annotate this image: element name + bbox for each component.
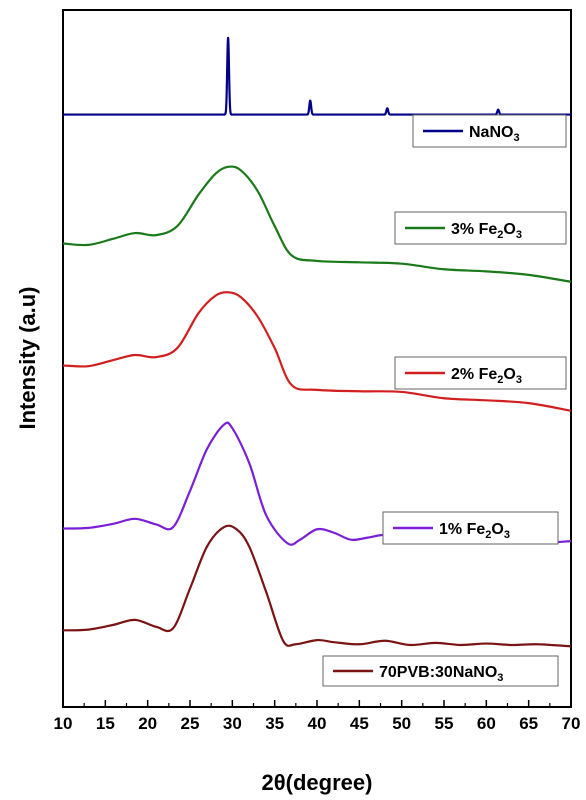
series-line-4: [62, 524, 572, 648]
series-line-0: [62, 36, 572, 116]
x-tick-label: 20: [138, 714, 157, 733]
legend-label: 3% Fe2O3: [451, 221, 522, 241]
x-axis-title: 2θ(degree): [262, 770, 373, 795]
legend-label: 70PVB:30NaNO3: [379, 664, 503, 684]
legend-label: 2% Fe2O3: [451, 366, 522, 386]
x-tick-label: 45: [350, 714, 369, 733]
x-tick-label: 55: [435, 714, 454, 733]
legend-label: 1% Fe2O3: [439, 521, 510, 541]
x-tick-label: 25: [181, 714, 200, 733]
x-tick-label: 10: [54, 714, 73, 733]
x-ticks: 10 15 20 25 30 35 40 45 50 55 60 65 70: [54, 700, 581, 733]
legend-entry-1: 3% Fe2O3: [394, 211, 567, 245]
x-tick-label: 70: [562, 714, 581, 733]
x-tick-label: 30: [223, 714, 242, 733]
legend-entry-0: NaNO3: [412, 114, 567, 148]
x-tick-label: 35: [265, 714, 284, 733]
legend-layer: NaNO3 3% Fe2O3 2% Fe2O3 1% Fe2O3 70PVB:30NaN…: [322, 114, 567, 687]
x-tick-label: 50: [392, 714, 411, 733]
series-line-1: [62, 165, 572, 283]
legend-entry-3: 1% Fe2O3: [382, 511, 559, 545]
x-tick-label: 60: [477, 714, 496, 733]
x-tick-label: 40: [308, 714, 327, 733]
series-line-2: [62, 291, 572, 412]
legend-label: NaNO3: [469, 124, 520, 144]
x-tick-label: 15: [96, 714, 115, 733]
legend-entry-4: 70PVB:30NaNO3: [322, 655, 559, 687]
legend-entry-2: 2% Fe2O3: [394, 356, 567, 390]
x-tick-label: 65: [519, 714, 538, 733]
y-axis-title: Intensity (a.u): [15, 286, 40, 429]
